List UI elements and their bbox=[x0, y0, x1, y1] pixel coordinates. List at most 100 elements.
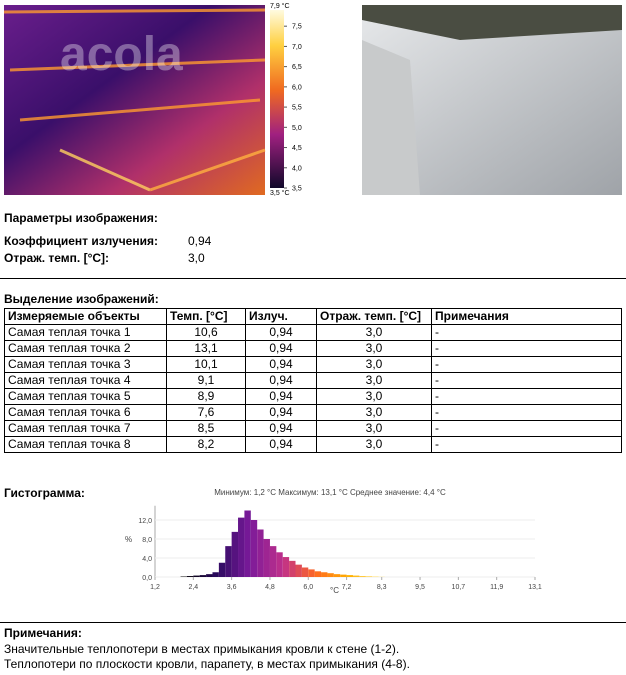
scale-tick-label: 7,5 bbox=[292, 24, 302, 31]
table-cell: 9,1 bbox=[166, 372, 246, 389]
table-cell: - bbox=[431, 356, 622, 373]
table-cell: 3,0 bbox=[316, 372, 432, 389]
scale-tick-label: 5,5 bbox=[292, 105, 302, 112]
y-tick-label: 12,0 bbox=[138, 518, 152, 525]
table-cell: 8,5 bbox=[166, 420, 246, 437]
histogram-bar bbox=[238, 517, 245, 577]
table-row: Самая теплая точка 3 10,1 0,94 3,0- bbox=[4, 356, 622, 373]
table-row: Самая теплая точка 5 8,9 0,94 3,0- bbox=[4, 388, 622, 405]
table-cell: 7,6 bbox=[166, 404, 246, 421]
table-row: Самая теплая точка 2 13,1 0,94 3,0- bbox=[4, 340, 622, 357]
table-row: Самая теплая точка 1 10,6 0,94 3,0- bbox=[4, 324, 622, 341]
table-cell: 0,94 bbox=[245, 436, 317, 453]
table-cell: Самая теплая точка 3 bbox=[4, 356, 167, 373]
table-cell: 0,94 bbox=[245, 324, 317, 341]
table-cell: Самая теплая точка 5 bbox=[4, 388, 167, 405]
table-cell: - bbox=[431, 404, 622, 421]
histogram-bar bbox=[359, 576, 366, 577]
section-title: Выделение изображений: bbox=[4, 292, 159, 306]
table-row: Самая теплая точка 8 8,2 0,94 3,0- bbox=[4, 436, 622, 453]
table-cell: Примечания bbox=[431, 308, 622, 325]
table-cell: 13,1 bbox=[166, 340, 246, 357]
histogram-bar bbox=[206, 574, 213, 577]
histogram-bar bbox=[282, 557, 290, 577]
x-tick-label: 11,9 bbox=[490, 584, 503, 591]
scale-tick-label: 5,0 bbox=[292, 125, 302, 132]
histogram-bar bbox=[193, 575, 200, 577]
param-value: 3,0 bbox=[188, 251, 205, 265]
table-cell: - bbox=[431, 324, 622, 341]
table-cell: Отраж. темп. [°C] bbox=[316, 308, 432, 325]
images: acola 7,9 °C 3,5 °C 7,5 7,0 6,5 6,0 5,5 5,0 4,… bbox=[3, 2, 622, 197]
table-cell: 0,94 bbox=[245, 388, 317, 405]
histogram-bar bbox=[321, 572, 328, 577]
x-axis-label: °C bbox=[330, 586, 339, 595]
histogram-bar bbox=[269, 546, 277, 577]
table-cell: Самая теплая точка 8 bbox=[4, 436, 167, 453]
table-cell: Самая теплая точка 1 bbox=[4, 324, 167, 341]
scale-tick-label: 7,0 bbox=[292, 44, 302, 51]
table-cell: Темп. [°C] bbox=[166, 308, 246, 325]
table-cell: Измеряемые объекты bbox=[4, 308, 167, 325]
histogram-bar bbox=[301, 567, 309, 577]
histogram-bar bbox=[352, 575, 360, 577]
table-cell: 0,94 bbox=[245, 340, 317, 357]
section-title: Гистограмма: bbox=[4, 486, 85, 500]
x-tick-label: 4,8 bbox=[265, 584, 275, 591]
x-tick-label: 13,1 bbox=[528, 584, 542, 591]
y-tick-label: 0,0 bbox=[142, 575, 152, 582]
histogram-bar bbox=[199, 575, 207, 577]
table-cell: Самая теплая точка 2 bbox=[4, 340, 167, 357]
histogram-bar bbox=[225, 546, 232, 577]
histogram-bar bbox=[327, 573, 334, 577]
histogram-bar bbox=[340, 574, 347, 577]
table-cell: 3,0 bbox=[316, 388, 432, 405]
param-value: 0,94 bbox=[188, 234, 212, 248]
y-tick-label: 8,0 bbox=[142, 537, 152, 544]
divider bbox=[0, 278, 626, 279]
photo-wall bbox=[362, 40, 420, 195]
table-cell: 8,9 bbox=[166, 388, 246, 405]
x-tick-label: 9,5 bbox=[415, 584, 425, 591]
scale-tick-label: 6,5 bbox=[292, 64, 302, 71]
histogram-bar bbox=[308, 569, 315, 577]
table-cell: 3,0 bbox=[316, 340, 432, 357]
scale-min: 3,5 °C bbox=[270, 189, 290, 197]
thermal-stripes bbox=[3, 8, 266, 192]
table-row: Измеряемые объекты Темп. [°C] Излуч. Отраж.… bbox=[4, 308, 622, 325]
table-cell: 3,0 bbox=[316, 420, 432, 437]
histogram-bar bbox=[186, 576, 194, 577]
table-cell: 3,0 bbox=[316, 324, 432, 341]
histogram-bar bbox=[346, 575, 353, 577]
table-cell: - bbox=[431, 340, 622, 357]
selection-table: Измеряемые объекты Темп. [°C] Излуч. Отраж.… bbox=[4, 308, 622, 453]
table-cell: 0,94 bbox=[245, 420, 317, 437]
divider bbox=[0, 622, 626, 623]
photo-roof bbox=[362, 20, 622, 195]
note-line: Теплопотери по плоскости кровли, парапет… bbox=[4, 657, 410, 671]
histogram-bar bbox=[250, 520, 258, 577]
x-tick-label: 8,3 bbox=[377, 584, 387, 591]
histogram-bar bbox=[263, 539, 270, 577]
table-cell: 3,0 bbox=[316, 356, 432, 373]
table-cell: 10,6 bbox=[166, 324, 246, 341]
color-bar bbox=[270, 10, 284, 188]
histogram-bar bbox=[231, 531, 239, 577]
x-tick-label: 6,0 bbox=[303, 584, 313, 591]
histogram-bar bbox=[276, 552, 283, 577]
section-title: Параметры изображения: bbox=[4, 211, 158, 225]
histogram-bar bbox=[257, 529, 264, 577]
y-tick-label: 4,0 bbox=[142, 556, 152, 563]
histogram-bar bbox=[295, 564, 302, 577]
thermal-image bbox=[4, 5, 265, 195]
section-title: Примечания: bbox=[4, 626, 82, 640]
x-tick-label: 10,7 bbox=[452, 584, 466, 591]
x-tick-label: 1,2 bbox=[150, 584, 160, 591]
table-cell: - bbox=[431, 420, 622, 437]
scale-tick-label: 4,0 bbox=[292, 165, 302, 172]
table-row: Самая теплая точка 7 8,5 0,94 3,0- bbox=[4, 420, 622, 437]
x-tick-label: 2,4 bbox=[188, 584, 198, 591]
scale-tick-label: 6,0 bbox=[292, 84, 302, 91]
table-cell: 8,2 bbox=[166, 436, 246, 453]
